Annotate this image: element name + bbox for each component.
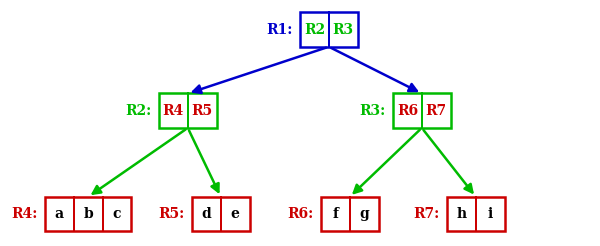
Text: R5:: R5: [158, 207, 185, 221]
Text: R4:: R4: [11, 207, 38, 221]
Text: R2: R2 [304, 23, 325, 36]
Text: b: b [83, 207, 93, 221]
Bar [192, 197, 250, 231]
Text: R7:: R7: [413, 207, 440, 221]
Text: R3:: R3: [359, 104, 386, 118]
Text: c: c [113, 207, 121, 221]
Text: R1:: R1: [266, 23, 293, 36]
Bar [393, 93, 451, 128]
Text: R6: R6 [397, 104, 418, 118]
Text: e: e [231, 207, 239, 221]
Text: R5: R5 [191, 104, 213, 118]
Text: i: i [488, 207, 493, 221]
Text: R2:: R2: [125, 104, 152, 118]
Text: d: d [202, 207, 211, 221]
Text: R7: R7 [425, 104, 447, 118]
Bar [45, 197, 131, 231]
Bar [321, 197, 379, 231]
Bar [300, 12, 358, 47]
Text: R4: R4 [163, 104, 184, 118]
Text: R3: R3 [332, 23, 354, 36]
Bar [447, 197, 505, 231]
Text: h: h [457, 207, 466, 221]
Text: g: g [359, 207, 369, 221]
Bar [159, 93, 217, 128]
Text: f: f [332, 207, 338, 221]
Text: a: a [55, 207, 64, 221]
Text: R6:: R6: [287, 207, 314, 221]
